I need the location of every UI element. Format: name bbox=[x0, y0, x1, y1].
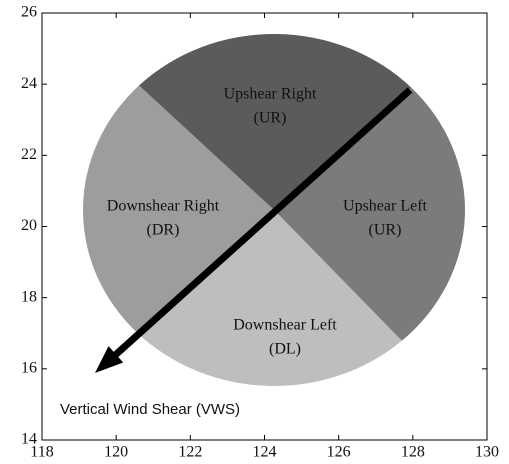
sector-abbr: (UR) bbox=[254, 110, 287, 127]
y-tick-label: 16 bbox=[21, 360, 37, 377]
sector-name: Upshear Left bbox=[343, 198, 428, 215]
sector-abbr: (DL) bbox=[269, 341, 301, 358]
x-tick-label: 120 bbox=[104, 444, 128, 461]
sector bbox=[138, 34, 412, 211]
sector-name: Downshear Left bbox=[233, 317, 337, 334]
sector-abbr: (DR) bbox=[147, 222, 180, 239]
sector bbox=[274, 87, 466, 341]
y-tick-label: 26 bbox=[21, 4, 37, 21]
sector bbox=[136, 210, 402, 387]
y-tick-label: 20 bbox=[21, 217, 37, 234]
sector-abbr: (UR) bbox=[369, 222, 402, 239]
x-tick-label: 126 bbox=[327, 444, 351, 461]
sector bbox=[83, 85, 274, 333]
y-tick-label: 18 bbox=[21, 288, 37, 305]
sector-name: Upshear Right bbox=[224, 86, 317, 103]
arrow-label: Vertical Wind Shear (VWS) bbox=[60, 401, 240, 418]
x-tick-label: 128 bbox=[401, 444, 425, 461]
x-tick-label: 130 bbox=[475, 444, 499, 461]
sectors: Upshear Right (UR) Upshear Left (UR) Downshe… bbox=[83, 34, 466, 387]
x-tick-label: 122 bbox=[178, 444, 202, 461]
arrow-head bbox=[95, 346, 124, 373]
x-tick-label: 124 bbox=[253, 444, 277, 461]
y-tick-label: 24 bbox=[21, 75, 37, 92]
arrow-shaft bbox=[109, 87, 413, 361]
sector-name: Downshear Right bbox=[107, 198, 220, 215]
y-tick-label: 22 bbox=[21, 146, 37, 163]
x-tick-label: 118 bbox=[30, 444, 53, 461]
y-tick-label: 14 bbox=[21, 431, 37, 448]
